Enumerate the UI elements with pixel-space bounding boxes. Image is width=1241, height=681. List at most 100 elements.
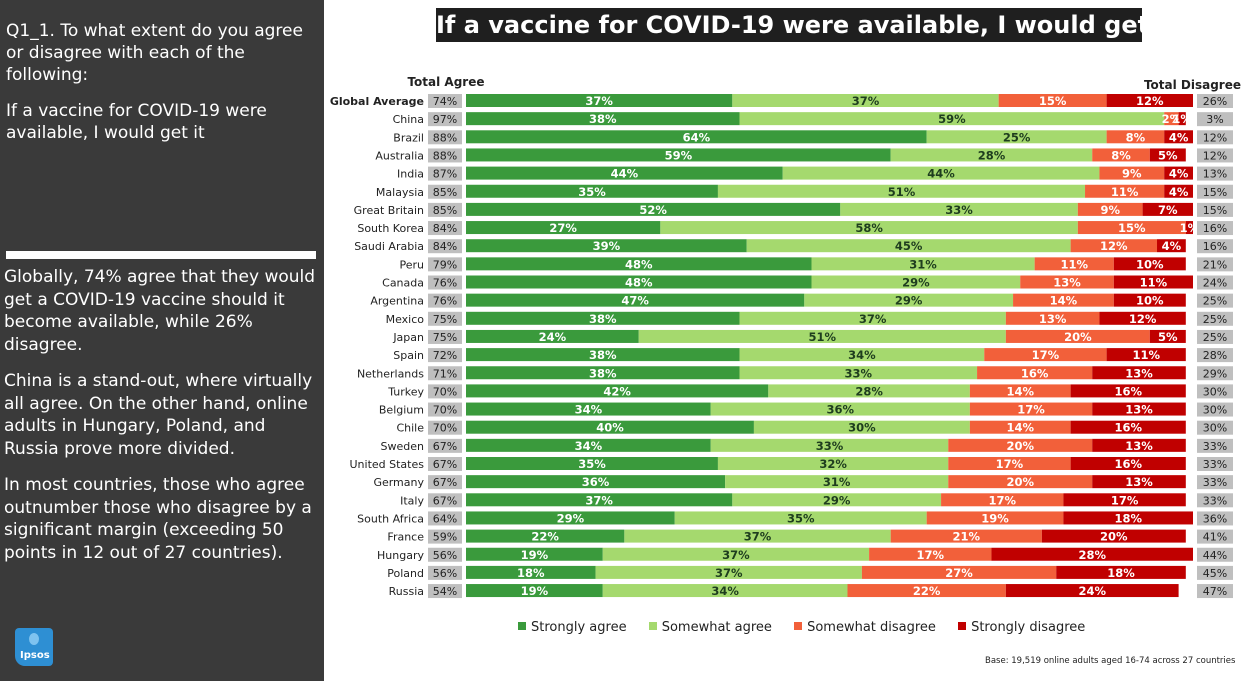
total-agree-box — [428, 293, 462, 308]
bar-segment-somewhat-agree — [732, 94, 999, 107]
bar-segment-somewhat-agree — [725, 475, 949, 489]
category-label: Argentina — [370, 295, 424, 308]
statement-text: If a vaccine for COVID-19 were available… — [6, 101, 267, 143]
bar-segment-somewhat-disagree — [948, 438, 1093, 452]
total-agree-value: 84% — [433, 240, 457, 253]
bar-segment-somewhat-disagree — [1005, 329, 1150, 343]
bar-segment-somewhat-agree — [660, 221, 1078, 235]
category-label: United States — [350, 458, 425, 471]
total-disagree-value: 33% — [1203, 458, 1227, 471]
bar-segment-somewhat-disagree — [869, 547, 992, 561]
bar-segment-strongly-disagree — [1106, 348, 1186, 362]
data-label: 29% — [557, 511, 585, 525]
total-agree-box — [428, 112, 462, 127]
bar-segment-strongly-agree — [466, 257, 812, 271]
data-label: 13% — [1125, 403, 1153, 417]
data-label: 15% — [1039, 94, 1067, 108]
data-label: 17% — [1017, 403, 1045, 417]
total-disagree-value: 16% — [1203, 222, 1227, 235]
bar-segment-somewhat-disagree — [998, 94, 1107, 107]
bar-segment-strongly-agree — [466, 293, 805, 307]
total-disagree-box — [1197, 257, 1233, 272]
data-label: 21% — [952, 530, 980, 544]
bar-segment-somewhat-agree — [602, 547, 870, 561]
category-label: India — [397, 168, 424, 181]
total-disagree-box — [1197, 329, 1233, 344]
data-label: 17% — [988, 493, 1016, 507]
bar-segment-somewhat-disagree — [1164, 112, 1179, 126]
total-agree-box — [428, 366, 462, 381]
data-label: 27% — [945, 566, 973, 580]
data-label: 13% — [1125, 366, 1153, 380]
data-label: 2% — [1162, 112, 1182, 126]
total-agree-value: 54% — [433, 585, 457, 598]
bar-segment-somewhat-agree — [768, 384, 970, 398]
ipsos-logo: Ipsos — [15, 628, 53, 666]
data-label: 4% — [1169, 167, 1189, 181]
total-agree-value: 67% — [433, 458, 457, 471]
data-label: 33% — [845, 366, 873, 380]
total-disagree-box — [1197, 130, 1233, 145]
total-disagree-box — [1197, 547, 1233, 562]
total-disagree-box — [1197, 311, 1233, 326]
sidebar-divider — [6, 251, 316, 259]
bar-segment-somewhat-agree — [890, 148, 1093, 162]
total-agree-value: 76% — [433, 277, 457, 290]
data-label: 11% — [1132, 348, 1160, 362]
total-disagree-value: 28% — [1203, 349, 1227, 362]
data-label: 35% — [578, 185, 606, 199]
data-label: 36% — [827, 403, 855, 417]
bar-segment-strongly-disagree — [1157, 239, 1186, 253]
bar-segment-strongly-agree — [466, 148, 891, 162]
total-agree-box — [428, 221, 462, 236]
category-label: Brazil — [393, 131, 424, 144]
chart-legend: Strongly agree Somewhat agree Somewhat d… — [518, 620, 1103, 635]
total-disagree-value: 45% — [1203, 567, 1227, 580]
category-label: Japan — [392, 331, 424, 344]
legend-label: Somewhat agree — [661, 620, 772, 635]
data-label: 14% — [1050, 294, 1078, 308]
bar-segment-somewhat-disagree — [1070, 239, 1158, 253]
total-agree-value: 97% — [433, 113, 457, 126]
bar-segment-somewhat-agree — [717, 457, 949, 470]
total-agree-box — [428, 257, 462, 272]
bar-segment-somewhat-agree — [739, 366, 978, 380]
bar-segment-strongly-agree — [466, 438, 711, 452]
total-agree-box — [428, 166, 462, 181]
total-agree-value: 85% — [433, 204, 457, 217]
bar-segment-somewhat-agree — [732, 493, 942, 507]
total-disagree-box — [1197, 184, 1233, 199]
bar-segment-somewhat-disagree — [1034, 257, 1114, 271]
data-label: 5% — [1158, 330, 1178, 344]
data-label: 48% — [625, 257, 653, 271]
total-agree-box — [428, 184, 462, 199]
data-label: 37% — [744, 530, 772, 544]
total-agree-value: 56% — [433, 549, 457, 562]
data-label: 1% — [1180, 221, 1200, 235]
bar-segment-somewhat-disagree — [1005, 311, 1100, 325]
data-label: 29% — [895, 294, 923, 308]
data-label: 38% — [589, 348, 617, 362]
data-label: 4% — [1169, 185, 1189, 199]
total-agree-box — [428, 547, 462, 562]
total-disagree-box — [1197, 565, 1233, 580]
logo-mark-icon — [29, 633, 39, 645]
bar-segment-somewhat-agree — [602, 584, 848, 598]
category-label: South Korea — [357, 222, 424, 235]
total-disagree-box — [1197, 457, 1233, 471]
total-agree-header: Total Agree — [407, 75, 484, 89]
bar-segment-strongly-disagree — [1113, 275, 1193, 289]
data-label: 13% — [1039, 312, 1067, 326]
data-label: 14% — [1006, 421, 1034, 435]
total-agree-value: 67% — [433, 476, 457, 489]
data-label: 15% — [1118, 221, 1146, 235]
total-disagree-value: 30% — [1203, 404, 1227, 417]
bar-segment-strongly-agree — [466, 94, 733, 107]
category-label: Saudi Arabia — [354, 240, 424, 253]
category-label: Netherlands — [357, 367, 424, 380]
summary-paragraph: China is a stand-out, where virtually al… — [4, 371, 313, 459]
bar-segment-somewhat-agree — [739, 311, 1006, 325]
bar-segment-strongly-agree — [466, 457, 718, 470]
data-label: 17% — [1111, 493, 1139, 507]
bar-segment-strongly-disagree — [1164, 130, 1193, 144]
